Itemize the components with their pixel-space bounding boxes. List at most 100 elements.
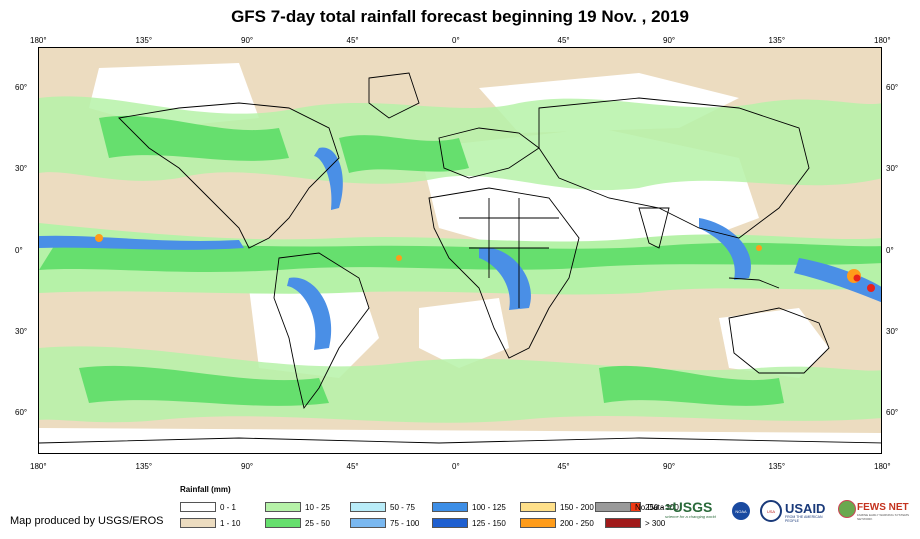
extreme-rain-spot-philippines xyxy=(756,245,762,251)
latitude-tick-label: 60° xyxy=(886,408,899,418)
dry-region-south-pacific xyxy=(249,278,379,378)
longitude-tick-label: 90° xyxy=(663,36,676,45)
southeast-asia-heavy-rain xyxy=(699,218,751,280)
fews-net-wordmark: FEWS NET xyxy=(857,502,909,513)
australia-outline xyxy=(728,307,830,374)
latitude-tick-label: 0° xyxy=(886,245,894,255)
legend-label: 150 - 200 xyxy=(560,502,594,512)
africa-outline xyxy=(428,187,580,359)
usaid-seal-icon: USA xyxy=(760,500,782,522)
legend-item: 0 - 1 xyxy=(180,502,236,512)
legend-label: > 300 xyxy=(645,518,666,528)
antarctica-outline xyxy=(39,437,881,444)
legend-item: 10 - 25 xyxy=(265,502,330,512)
rainfall-map-svg xyxy=(39,48,881,453)
africa-internal-borders xyxy=(459,198,559,308)
legend-item: > 300 xyxy=(605,518,665,528)
usgs-logo: ≈USGS science for a changing world xyxy=(665,500,735,519)
map-credit: Map produced by USGS/EROS xyxy=(10,515,164,527)
west-pacific-heavy-rain xyxy=(794,258,881,303)
legend-label: 100 - 125 xyxy=(472,502,506,512)
latitude-tick-label: 0° xyxy=(15,245,23,255)
north-america-outline xyxy=(118,102,340,249)
legend-label: 10 - 25 xyxy=(305,502,330,512)
latitude-tick-label: 60° xyxy=(886,82,899,92)
legend-swatch xyxy=(180,518,216,528)
indonesia-outline xyxy=(728,277,780,289)
longitude-tick-label: 90° xyxy=(663,462,676,471)
legend-item: 50 - 75 xyxy=(350,502,415,512)
south-indian-moderate-rain xyxy=(599,365,784,406)
country-borders xyxy=(39,72,881,444)
usaid-tagline: FROM THE AMERICAN PEOPLE xyxy=(785,515,823,523)
longitude-tick-label: 135° xyxy=(135,36,153,45)
latitude-tick-label: 30° xyxy=(886,326,899,336)
legend-item: 25 - 50 xyxy=(265,518,330,528)
longitude-tick-label: 180° xyxy=(30,36,47,45)
legend-swatch xyxy=(265,518,301,528)
dry-region-antarctic xyxy=(39,428,881,453)
legend-label: 75 - 100 xyxy=(390,518,420,528)
legend-item: 100 - 125 xyxy=(432,502,506,512)
longitude-tick-label: 45° xyxy=(346,462,359,471)
legend-swatch xyxy=(432,502,468,512)
latitude-tick-label: 30° xyxy=(15,326,28,336)
north-atlantic-moderate-rain xyxy=(339,135,469,173)
legend-label: 1 - 10 xyxy=(220,518,241,528)
pacific-itcz-heavy-rain xyxy=(39,235,244,250)
legend-item: 75 - 100 xyxy=(350,518,419,528)
noaa-wordmark: NOAA xyxy=(735,508,747,514)
latitude-tick-label: 30° xyxy=(15,164,28,174)
latitude-tick-label: 60° xyxy=(15,408,28,418)
legend-label: 250 - 300 xyxy=(645,502,679,512)
legend-label: 0 - 1 xyxy=(220,502,237,512)
extreme-rain-spot-pacific xyxy=(95,234,103,242)
legend-swatch xyxy=(605,518,641,528)
greenland-outline xyxy=(368,72,420,119)
legend-swatch xyxy=(595,502,631,512)
longitude-tick-label: 180° xyxy=(30,462,47,471)
longitude-tick-label: 180° xyxy=(874,462,891,471)
south-america-outline xyxy=(273,252,370,410)
india-outline xyxy=(638,207,670,249)
legend-item: 125 - 150 xyxy=(432,518,506,528)
usaid-seal-letters: USA xyxy=(766,508,776,514)
usgs-tagline: science for a changing world xyxy=(665,514,716,519)
noaa-logo: NOAA xyxy=(732,502,750,520)
rainfall-map xyxy=(38,47,882,454)
legend-swatch xyxy=(350,518,386,528)
longitude-tick-label: 90° xyxy=(241,36,254,45)
legend-swatch xyxy=(180,502,216,512)
usaid-logo: USAID FROM THE AMERICAN PEOPLE xyxy=(785,502,835,523)
legend-item: 150 - 200 xyxy=(520,502,594,512)
dry-region-australia xyxy=(719,308,829,378)
legend-label: No Data xyxy=(635,502,665,512)
usaid-wordmark: USAID xyxy=(785,501,826,516)
very-extreme-rain-spot-east xyxy=(867,284,875,292)
legend-label: 200 - 250 xyxy=(560,518,594,528)
longitude-tick-label: 0° xyxy=(452,462,460,471)
legend-swatch xyxy=(265,502,301,512)
latitude-tick-label: 60° xyxy=(15,82,28,92)
extreme-rain-spot-atlantic xyxy=(396,255,402,261)
legend-swatch xyxy=(520,502,556,512)
longitude-tick-label: 90° xyxy=(241,462,254,471)
usgs-wordmark: ≈USGS xyxy=(665,499,713,515)
longitude-tick-label: 135° xyxy=(768,36,786,45)
longitude-tick-label: 135° xyxy=(135,462,153,471)
amazon-heavy-rain xyxy=(287,277,332,350)
legend-label: 25 - 50 xyxy=(305,518,330,528)
legend-label: 50 - 75 xyxy=(390,502,415,512)
fews-net-logo: FEWS NET FAMINE EARLY WARNING SYSTEMS NE… xyxy=(857,502,917,521)
legend-label: 125 - 150 xyxy=(472,518,506,528)
south-pacific-moderate-rain xyxy=(79,365,329,406)
north-pacific-moderate-rain xyxy=(99,115,289,161)
fews-net-globe-icon xyxy=(838,500,856,518)
legend-swatch xyxy=(520,518,556,528)
europe-outline xyxy=(438,127,540,179)
dry-region-south-atlantic xyxy=(419,298,509,368)
longitude-tick-label: 45° xyxy=(346,36,359,45)
asia-outline xyxy=(538,97,810,239)
legend-item: 200 - 250 xyxy=(520,518,594,528)
central-africa-heavy-rain xyxy=(479,247,531,310)
